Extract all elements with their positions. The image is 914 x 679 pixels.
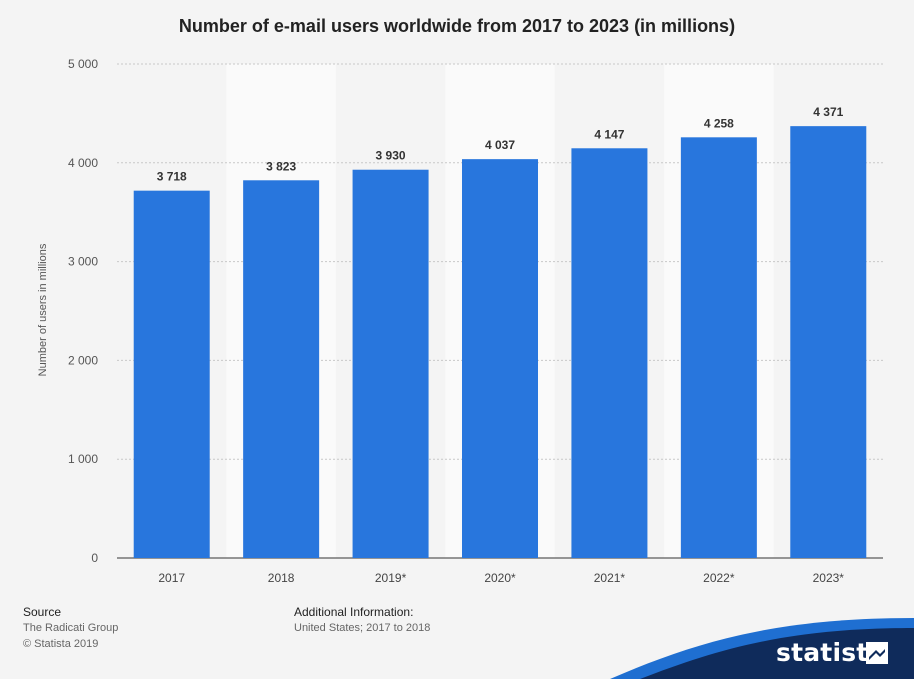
bar-value-label: 3 930: [376, 149, 406, 163]
bar-2017[interactable]: [133, 190, 210, 558]
source-block: Source The Radicati Group © Statista 201…: [23, 604, 118, 652]
bar-value-label: 3 718: [157, 170, 187, 184]
x-tick-label: 2021*: [594, 571, 626, 585]
additional-info-heading[interactable]: Additional Information:: [294, 605, 414, 619]
x-tick-label: 2017: [158, 571, 185, 585]
y-tick-label: 5 000: [68, 57, 98, 71]
bar-value-label: 4 371: [813, 105, 843, 119]
bar-2021*[interactable]: [571, 148, 648, 558]
bar-2020*[interactable]: [462, 159, 538, 558]
bar-2023*[interactable]: [790, 126, 867, 558]
y-tick-label: 3 000: [68, 255, 98, 269]
y-axis-ticks: 0 1 000 2 000 3 000 4 000 5 000: [68, 57, 98, 565]
bars: [133, 126, 867, 558]
y-tick-label: 2 000: [68, 353, 98, 367]
bar-value-label: 4 147: [594, 127, 624, 141]
bar-2018[interactable]: [243, 180, 320, 558]
y-tick-label: 1 000: [68, 452, 98, 466]
chart-title: Number of e-mail users worldwide from 20…: [178, 16, 736, 36]
additional-info-line: United States; 2017 to 2018: [294, 622, 431, 634]
x-tick-label: 2020*: [484, 571, 516, 585]
x-tick-label: 2022*: [703, 571, 735, 585]
y-tick-label: 0: [91, 551, 98, 565]
x-tick-label: 2018: [268, 571, 295, 585]
source-line: The Radicati Group: [23, 622, 119, 634]
bar-value-label: 3 823: [266, 159, 296, 173]
brand-wave-dark: [640, 628, 914, 679]
y-axis-label: Number of users in millions: [37, 243, 49, 376]
bar-value-labels: 3 718 3 823 3 930 4 037 4 147 4 258 4 371: [157, 105, 844, 184]
bar-2022*[interactable]: [680, 137, 757, 558]
bar-value-label: 4 258: [704, 116, 734, 130]
statista-logo-icon[interactable]: [866, 642, 888, 664]
source-heading[interactable]: Source: [23, 605, 62, 619]
x-tick-label: 2019*: [375, 571, 407, 585]
additional-info-block: Additional Information: United States; 2…: [294, 604, 430, 636]
copyright-line: © Statista 2019: [23, 638, 99, 650]
bar-value-label: 4 037: [485, 138, 515, 152]
x-tick-label: 2023*: [813, 571, 845, 585]
y-tick-label: 4 000: [68, 156, 98, 170]
bar-2019*[interactable]: [352, 169, 429, 558]
x-axis-ticks: 2017 2018 2019* 2020* 2021* 2022* 2023*: [158, 571, 844, 585]
